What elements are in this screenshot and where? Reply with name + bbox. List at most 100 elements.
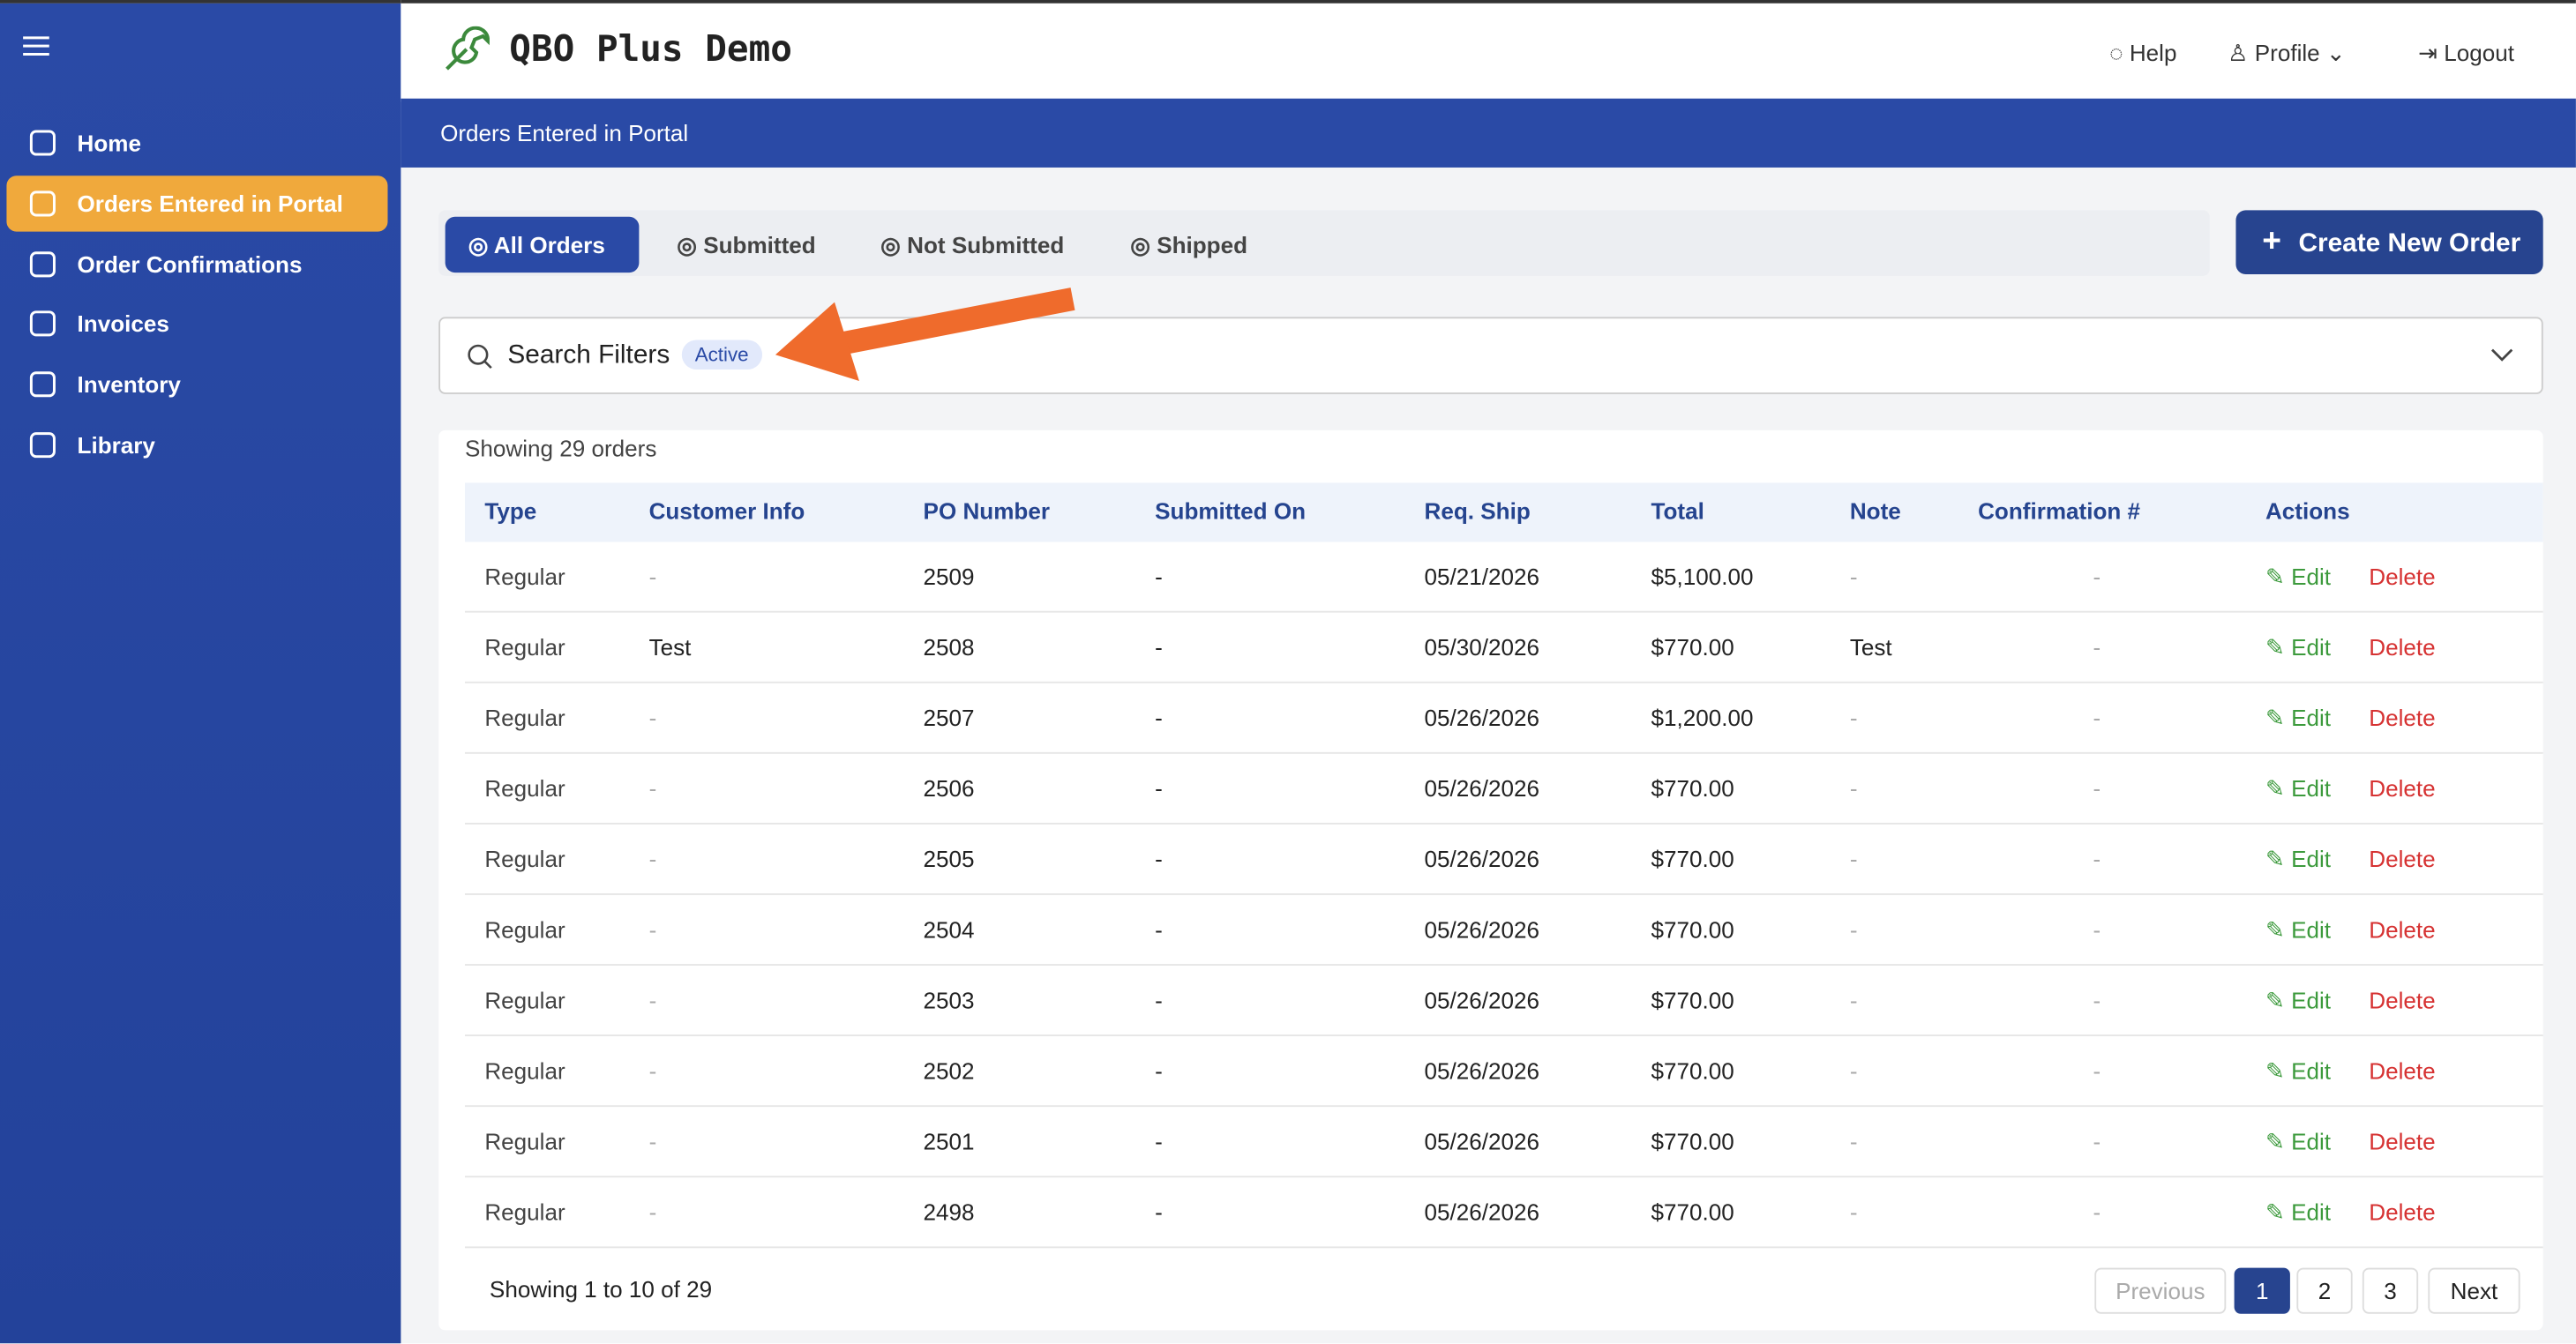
help-link[interactable]: ◌ Help (2109, 39, 2177, 66)
nav-item[interactable]: Library (6, 417, 387, 473)
table-cell: - (1155, 563, 1163, 590)
nav-icon (29, 190, 56, 217)
delete-button[interactable]: Delete (2369, 846, 2436, 872)
sidebar: Home Orders Entered in Portal Order Confir… (0, 0, 401, 1344)
table-cell: - (2093, 1198, 2101, 1226)
tab-bar (438, 210, 2210, 276)
edit-button[interactable]: ✎ Edit (2265, 775, 2331, 803)
table-cell: - (648, 563, 657, 590)
nav-label: Library (77, 431, 155, 459)
tab[interactable]: ◎ Not Submitted (857, 217, 1084, 273)
table-cell: 2498 (923, 1198, 975, 1226)
edit-button[interactable]: ✎ Edit (2265, 705, 2331, 733)
edit-button[interactable]: ✎ Edit (2265, 634, 2331, 662)
page-button[interactable]: Next (2428, 1267, 2520, 1314)
nav-icon (29, 130, 56, 156)
edit-button[interactable]: ✎ Edit (2265, 846, 2331, 874)
page-button[interactable]: Previous (2094, 1267, 2227, 1314)
delete-button[interactable]: Delete (2369, 633, 2436, 661)
table-cell: - (1155, 633, 1163, 661)
row-divider (465, 893, 2543, 895)
table-cell: $770.00 (1651, 916, 1734, 943)
edit-button[interactable]: ✎ Edit (2265, 1198, 2331, 1227)
edit-label: Edit (2291, 1128, 2331, 1155)
nav-item[interactable]: Home (6, 115, 387, 170)
table-cell: - (648, 916, 657, 943)
column-header: Confirmation # (1978, 497, 2141, 525)
table-cell: Regular (484, 846, 565, 872)
table-cell: - (648, 846, 657, 872)
tab[interactable]: ◎ Shipped (1107, 217, 1258, 273)
edit-icon: ✎ (2265, 1198, 2292, 1226)
tab[interactable]: ◎ All Orders (445, 216, 640, 273)
table-cell: 05/26/2026 (1424, 774, 1540, 802)
logout-link[interactable]: ⇥ Logout (2418, 39, 2515, 66)
tab-label: Not Submitted (907, 231, 1065, 258)
tab-icon: ◎ (468, 231, 494, 258)
table-cell: $770.00 (1651, 633, 1734, 661)
nav-icon (29, 250, 56, 277)
edit-icon: ✎ (2265, 633, 2292, 661)
nav-icon (29, 432, 56, 459)
delete-button[interactable]: Delete (2369, 704, 2436, 731)
chevron (2490, 348, 2513, 362)
nav-item[interactable]: Invoices (6, 296, 387, 352)
edit-button[interactable]: ✎ Edit (2265, 1128, 2331, 1156)
table-cell: - (2093, 1057, 2101, 1085)
table-cell: $770.00 (1651, 1198, 1734, 1226)
column-header: Type (484, 497, 537, 525)
tab[interactable]: ◎ Submitted (654, 217, 835, 273)
table-header (465, 482, 2543, 542)
edit-button[interactable]: ✎ Edit (2265, 916, 2331, 945)
edit-button[interactable]: ✎ Edit (2265, 987, 2331, 1015)
page-button[interactable]: 2 (2296, 1267, 2353, 1314)
table-cell: Regular (484, 1198, 565, 1226)
edit-button[interactable]: ✎ Edit (2265, 564, 2331, 592)
profile-link[interactable]: ♙ Profile ⌄ (2228, 39, 2346, 66)
nav-item[interactable]: Inventory (6, 356, 387, 412)
table-cell: 2503 (923, 987, 975, 1013)
table-cell: 2505 (923, 846, 975, 872)
edit-button[interactable]: ✎ Edit (2265, 1057, 2331, 1086)
table-cell: - (1849, 1057, 1858, 1085)
edit-icon: ✎ (2265, 916, 2292, 943)
tab-icon: ◎ (1130, 231, 1157, 258)
table-cell: $770.00 (1651, 1128, 1734, 1155)
delete-button[interactable]: Delete (2369, 1198, 2436, 1226)
table-cell: 2507 (923, 704, 975, 731)
delete-button[interactable]: Delete (2369, 774, 2436, 802)
create-button[interactable]: + Create New Order (2235, 210, 2543, 274)
delete-button[interactable]: Delete (2369, 563, 2436, 590)
table-cell: - (1155, 916, 1163, 943)
edit-icon: ✎ (2265, 1057, 2292, 1085)
delete-button[interactable]: Delete (2369, 1057, 2436, 1085)
delete-button[interactable]: Delete (2369, 1128, 2436, 1155)
edit-label: Edit (2291, 846, 2331, 872)
edit-label: Edit (2291, 987, 2331, 1013)
tab-label: Submitted (703, 231, 816, 258)
table-cell: 2508 (923, 633, 975, 661)
page-button[interactable]: 3 (2362, 1267, 2419, 1314)
nav-item[interactable]: Orders Entered in Portal (6, 175, 388, 232)
delete-button[interactable]: Delete (2369, 987, 2436, 1013)
table-cell: 2509 (923, 563, 975, 590)
table-cell: Regular (484, 563, 565, 590)
edit-label: Edit (2291, 704, 2331, 731)
table-cell: - (1849, 987, 1858, 1013)
column-header: PO Number (923, 497, 1050, 525)
menu-icon[interactable] (23, 34, 49, 57)
search-filters[interactable]: Search Filters Active (438, 317, 2543, 394)
logo-icon (446, 26, 490, 71)
row-divider (465, 610, 2543, 613)
row-divider (465, 1176, 2543, 1178)
delete-button[interactable]: Delete (2369, 916, 2436, 943)
table-cell: 05/26/2026 (1424, 704, 1540, 731)
table-cell: - (648, 1128, 657, 1155)
button-text: Create New Order (2298, 229, 2521, 258)
table-cell: 05/26/2026 (1424, 916, 1540, 943)
column-header: Note (1849, 497, 1901, 525)
table-cell: - (1155, 1198, 1163, 1226)
page-summary: Showing 1 to 10 of 29 (489, 1275, 713, 1303)
page-button[interactable]: 1 (2234, 1267, 2290, 1314)
nav-item[interactable]: Order Confirmations (6, 235, 387, 291)
